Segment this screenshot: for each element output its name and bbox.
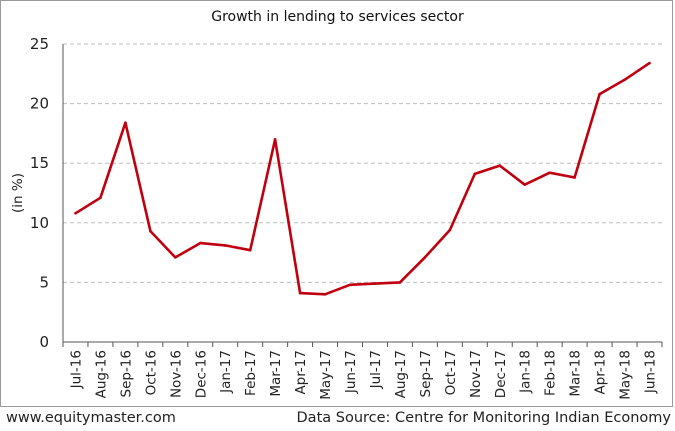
- x-tick-label: Oct-16: [143, 350, 159, 395]
- x-tick-label: Dec-16: [193, 350, 209, 398]
- x-tick-label: Mar-18: [568, 350, 584, 397]
- x-tick-label: Sep-16: [118, 350, 134, 398]
- x-tick-label: Jan-17: [218, 350, 234, 394]
- y-tick-label: 0: [39, 333, 49, 351]
- data-point: [398, 281, 402, 284]
- data-point: [273, 138, 277, 141]
- x-tick-label: Aug-17: [393, 350, 409, 398]
- chart-frame: [0, 0, 673, 407]
- data-point: [423, 256, 427, 259]
- data-point: [573, 176, 576, 179]
- data-point: [124, 121, 127, 124]
- data-point: [74, 211, 77, 215]
- x-tick-label: Apr-17: [293, 350, 309, 395]
- data-point: [149, 229, 152, 233]
- y-tick-label: 15: [30, 154, 49, 172]
- data-point: [348, 283, 352, 287]
- data-point: [648, 61, 651, 65]
- x-tick-label: Jun-18: [643, 350, 659, 394]
- x-tick-label: May-17: [318, 350, 334, 400]
- x-tick-label: Feb-17: [243, 350, 259, 396]
- x-tick-label: Jul-16: [68, 350, 84, 389]
- line-chart: 0 5 10 15 20 25 Jul-16 Aug-16 Sep-16 Oct-16 Nov-16…: [10, 35, 663, 400]
- website-label: www.equitymaster.com: [6, 410, 176, 426]
- x-tick-label: Jan-18: [518, 350, 534, 394]
- x-tick-label: Oct-17: [443, 350, 459, 395]
- y-tick-label: 5: [39, 273, 49, 291]
- data-point: [248, 248, 252, 252]
- x-tick-label: May-18: [618, 350, 634, 400]
- chart-title: Growth in lending to services sector: [211, 9, 464, 25]
- x-tick-label: Mar-17: [268, 350, 284, 397]
- x-tick-label: Jul-17: [368, 350, 384, 389]
- data-point: [623, 78, 626, 82]
- data-point: [323, 293, 327, 296]
- data-point: [198, 241, 202, 245]
- y-tick-label: 20: [30, 95, 49, 113]
- data-point: [174, 256, 177, 259]
- x-tick-label: Apr-18: [593, 350, 609, 395]
- data-point: [598, 92, 601, 96]
- x-tick-label: Sep-17: [418, 350, 434, 398]
- data-point: [99, 196, 102, 200]
- data-point: [223, 244, 227, 247]
- series-line: [74, 62, 651, 296]
- y-axis-label: (in %): [10, 173, 26, 213]
- data-point: [448, 228, 452, 232]
- x-tick-label: Feb-18: [543, 350, 559, 396]
- data-point: [548, 171, 551, 175]
- x-tick-label: Aug-16: [93, 350, 109, 398]
- data-point: [523, 183, 527, 186]
- data-source-label: Data Source: Centre for Monitoring India…: [296, 410, 671, 426]
- x-tick-label: Jun-17: [343, 350, 359, 394]
- x-tick-label: Nov-16: [168, 350, 184, 398]
- x-tick-label: Dec-17: [493, 350, 509, 398]
- y-tick-label: 10: [30, 214, 49, 232]
- data-point: [498, 164, 502, 167]
- x-tick-label: Nov-17: [468, 350, 484, 398]
- y-tick-label: 25: [30, 35, 49, 53]
- data-point: [298, 291, 302, 295]
- data-point: [373, 282, 377, 285]
- data-point: [473, 172, 477, 176]
